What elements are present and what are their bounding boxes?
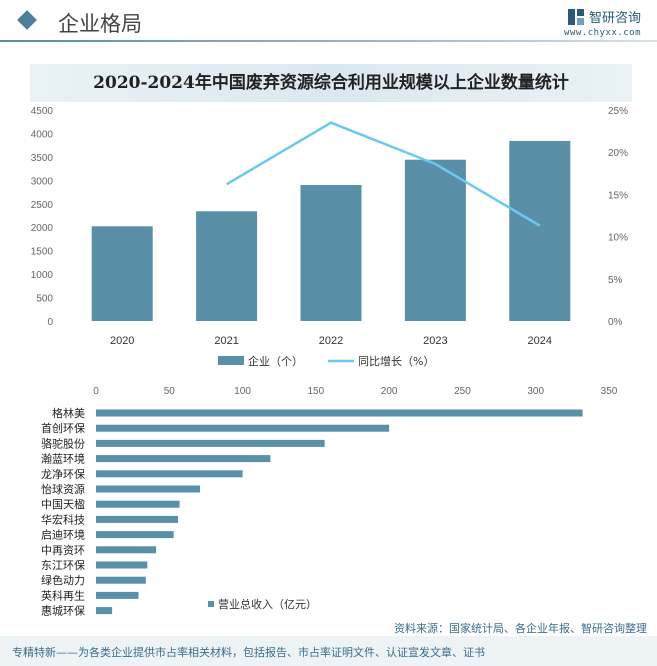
source-note: 资料来源：国家统计局、各企业年报、智研咨询整理	[394, 622, 647, 635]
bar-revenue	[96, 591, 139, 599]
header: 企业格局 智研咨询 www.chyxx.com	[0, 0, 657, 46]
y-category-label: 中再资环	[41, 544, 85, 557]
bar-revenue	[96, 561, 148, 569]
y-left-tick-label: 500	[36, 294, 53, 305]
horizontal-bar-chart: 0 50 100 150 200 250 300 350 格林美首创环保骆驼股份瀚蓝环境龙净环保…	[41, 386, 618, 618]
combo-chart: 0 500 1000 1500 2000 2500 3000 3500 4000 4500 0% 5%…	[31, 106, 628, 368]
legend-line-label: 同比增长（%）	[358, 354, 434, 368]
y-right-tick-label: 20%	[608, 148, 628, 159]
header-divider	[0, 40, 657, 42]
bar-revenue	[96, 439, 325, 447]
y-left-tick-label: 1000	[31, 270, 54, 281]
y-left-tick-label: 0	[47, 317, 53, 328]
bar-revenue	[96, 455, 271, 463]
x-tick-label: 350	[601, 386, 618, 397]
x-tick-label: 100	[234, 386, 251, 397]
y-left-tick-label: 3500	[31, 153, 54, 164]
bar-enterprise-count	[509, 140, 571, 321]
x-tick-label: 200	[381, 386, 398, 397]
x-tick-label: 2020	[110, 335, 134, 347]
x-tick-label: 2024	[528, 335, 552, 347]
y-category-label: 启迪环境	[41, 528, 85, 542]
line-growth-rate	[225, 121, 541, 227]
y-category-label: 英科再生	[41, 588, 85, 602]
y-category-label: 中国天楹	[41, 497, 85, 511]
page-title: 企业格局	[58, 12, 142, 36]
footer-text: 专精特新——为各类企业提供市占率相关材料，包括报告、市占率证明文件、认证宣发文章…	[12, 646, 485, 659]
bar-revenue	[96, 576, 146, 584]
bar-revenue	[96, 409, 583, 417]
y-left-tick-label: 3000	[31, 176, 54, 187]
legend-bar-label: 企业（个）	[248, 354, 303, 368]
brand-name: 智研咨询	[588, 11, 641, 26]
y-category-label: 怡球资源	[41, 482, 85, 496]
bar-revenue	[96, 424, 390, 432]
y-left-tick-label: 2500	[31, 200, 54, 211]
bar-revenue	[96, 531, 174, 539]
y-right-tick-label: 0%	[608, 317, 623, 328]
bar-enterprise-count	[91, 226, 153, 321]
x-tick-label: 50	[164, 386, 176, 397]
y-category-label: 格林美	[52, 406, 85, 420]
x-tick-label: 2021	[214, 335, 238, 347]
y-left-tick-label: 2000	[31, 223, 54, 234]
y-right-tick-label: 10%	[608, 233, 628, 244]
bar-enterprise-count	[300, 185, 362, 321]
y-right-tick-label: 25%	[608, 106, 628, 117]
bar-revenue	[96, 470, 243, 478]
footer: 专精特新——为各类企业提供市占率相关材料，包括报告、市占率证明文件、认证宣发文章…	[0, 636, 657, 666]
y-category-label: 惠城环保	[41, 604, 85, 618]
x-tick-label: 250	[454, 386, 471, 397]
y-left-tick-label: 4000	[31, 129, 54, 140]
brand-url: www.chyxx.com	[564, 28, 641, 38]
y-left-tick-label: 1500	[31, 247, 54, 258]
bar-revenue	[96, 607, 113, 615]
chart-title-box: 2020-2024年中国废弃资源综合利用业规模以上企业数量统计	[30, 64, 632, 102]
y-right-tick-label: 15%	[608, 190, 628, 201]
bar-revenue	[96, 485, 201, 493]
bar-enterprise-count	[196, 211, 258, 321]
x-tick-label: 0	[93, 386, 99, 397]
legend-label: 营业总收入（亿元）	[218, 597, 317, 611]
x-tick-label: 150	[308, 386, 325, 397]
bar-revenue	[96, 515, 179, 523]
y-category-label: 东江环保	[41, 558, 85, 572]
legend-bar-swatch	[218, 356, 244, 365]
x-tick-label: 2023	[423, 335, 447, 347]
y-left-tick-label: 4500	[31, 106, 54, 117]
y-category-label: 龙净环保	[41, 467, 85, 481]
bar-enterprise-count	[404, 159, 466, 321]
bar-revenue	[96, 500, 180, 508]
y-category-label: 瀚蓝环境	[41, 452, 85, 466]
chart-title: 2020-2024年中国废弃资源综合利用业规模以上企业数量统计	[93, 73, 569, 93]
y-category-label: 华宏科技	[41, 512, 85, 526]
brand-logo-icon	[567, 8, 584, 25]
y-category-label: 绿色动力	[41, 573, 85, 587]
legend-swatch	[208, 601, 214, 607]
y-right-tick-label: 5%	[608, 275, 623, 286]
brand: 智研咨询 www.chyxx.com	[564, 6, 641, 38]
x-tick-label: 300	[527, 386, 544, 397]
bar-revenue	[96, 546, 157, 554]
y-category-label: 首创环保	[41, 421, 85, 435]
x-tick-label: 2022	[319, 335, 343, 347]
y-category-label: 骆驼股份	[41, 436, 85, 450]
